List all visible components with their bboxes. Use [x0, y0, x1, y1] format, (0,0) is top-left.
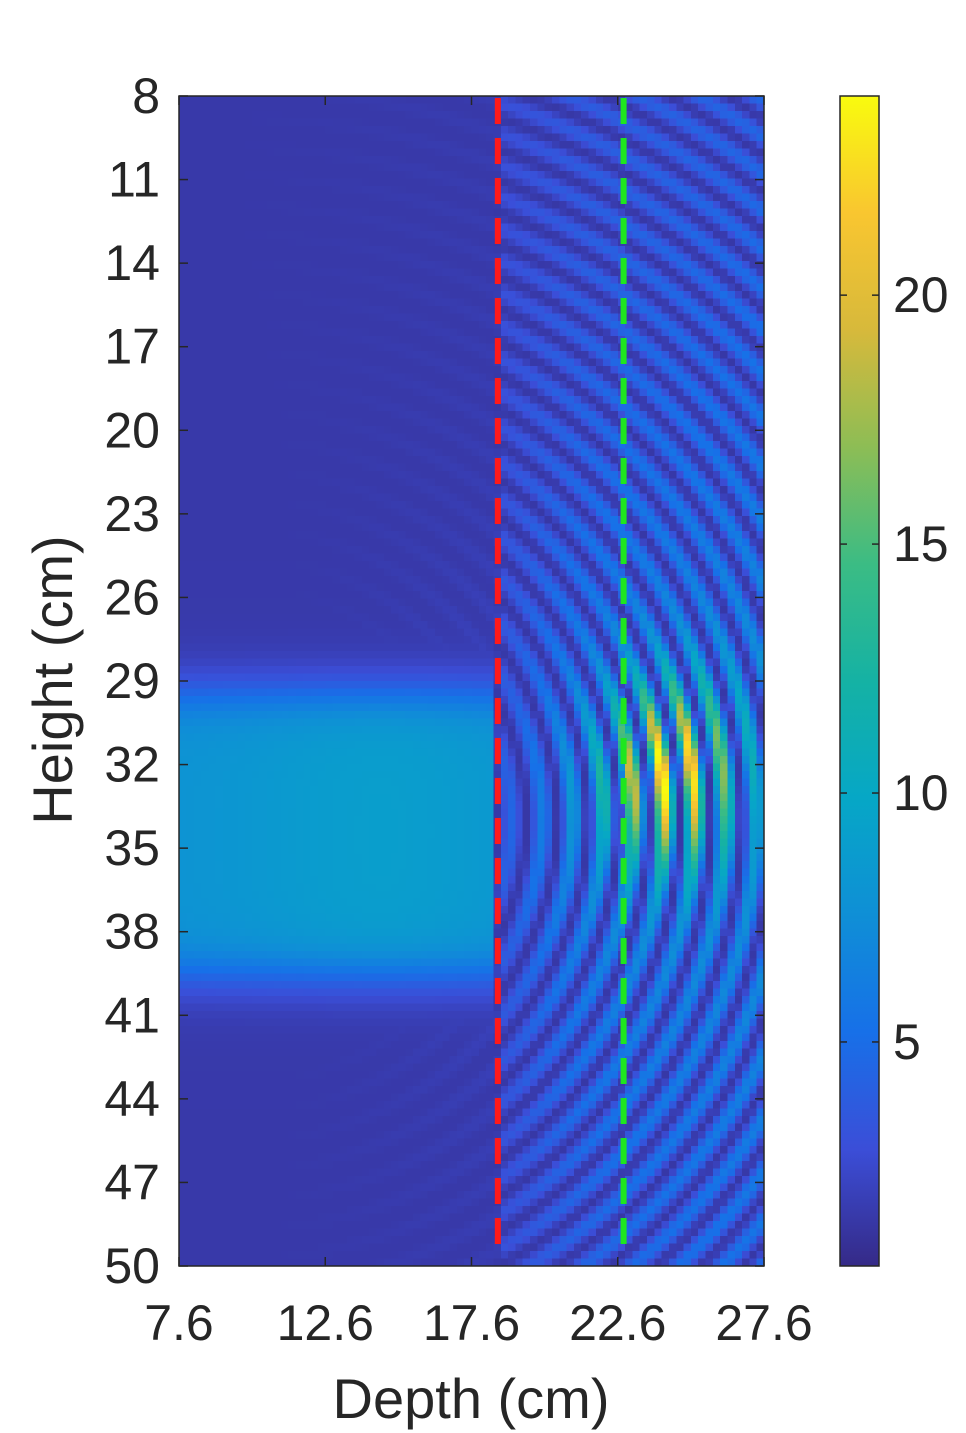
y-tick-label: 35 [104, 820, 160, 876]
y-tick-label: 11 [108, 152, 160, 208]
y-tick-label: 17 [104, 319, 160, 375]
y-axis-label: Height (cm) [21, 535, 84, 824]
heatmap-area [178, 95, 765, 1267]
y-tick-label: 38 [104, 904, 160, 960]
y-tick-label: 50 [104, 1238, 160, 1294]
y-tick-label: 23 [104, 486, 160, 542]
x-tick-label: 27.6 [715, 1295, 812, 1351]
x-axis-label: Depth (cm) [333, 1367, 610, 1430]
x-tick-label: 12.6 [277, 1295, 374, 1351]
y-tick-label: 20 [104, 402, 160, 458]
colorbar-tick-label: 5 [893, 1014, 921, 1070]
heatmap-image [179, 96, 764, 1266]
x-tick-label: 22.6 [569, 1295, 666, 1351]
y-tick-label: 41 [104, 987, 160, 1043]
y-tick-label: 8 [132, 68, 160, 124]
y-tick-label: 44 [104, 1071, 160, 1127]
y-tick-label: 14 [104, 235, 160, 291]
colorbar: 5 10 15 20 [839, 95, 949, 1267]
colorbar-tick-label: 15 [893, 516, 949, 572]
y-tick-label: 47 [104, 1154, 160, 1210]
colorbar-tick-label: 20 [893, 267, 949, 323]
y-tick-label: 26 [104, 569, 160, 625]
colorbar-fill [839, 95, 880, 1267]
colorbar-tick-label: 10 [893, 765, 949, 821]
x-tick-label: 17.6 [423, 1295, 520, 1351]
x-tick-label: 7.6 [144, 1295, 214, 1351]
colorbar-ticks: 5 10 15 20 [840, 267, 949, 1070]
y-axis-ticks: 8 11 14 17 20 23 26 29 32 35 38 41 44 47 50 [104, 68, 764, 1294]
y-tick-label: 32 [104, 737, 160, 793]
x-axis-ticks: 7.6 12.6 17.6 22.6 27.6 [144, 96, 813, 1351]
y-tick-label: 29 [104, 653, 160, 709]
